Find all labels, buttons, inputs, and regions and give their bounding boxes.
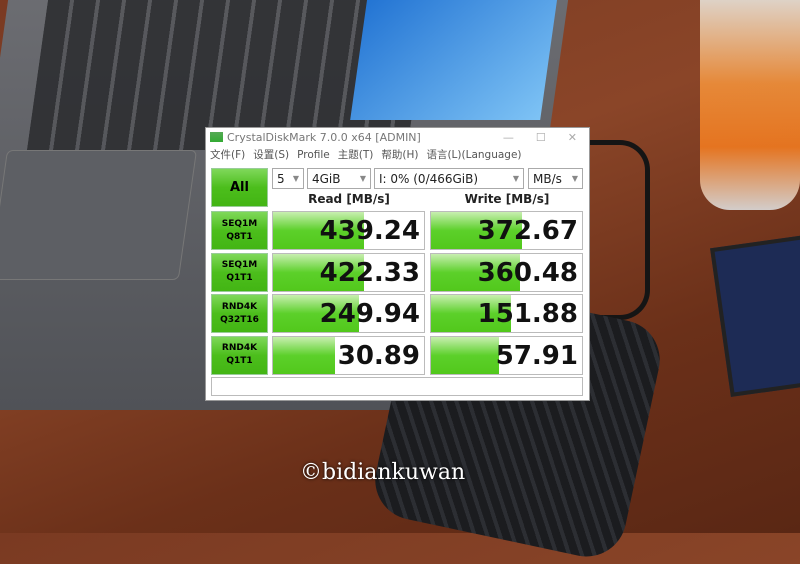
write-value: 151.88 — [477, 299, 578, 329]
menu-settings[interactable]: 设置(S) — [253, 149, 290, 161]
write-result: 360.48 — [430, 252, 583, 292]
test-params: Q1T1 — [226, 356, 253, 366]
read-bar — [273, 253, 364, 291]
write-result: 151.88 — [430, 294, 583, 333]
test-button-1[interactable]: SEQ1M Q1T1 — [211, 252, 268, 292]
write-header: Write [MB/s] — [464, 192, 550, 206]
crystaldiskmark-window: CrystalDiskMark 7.0.0 x64 [ADMIN] — ☐ ✕ 文件… — [205, 127, 590, 401]
minimize-button[interactable]: — — [502, 130, 514, 144]
test-button-2[interactable]: RND4K Q32T16 — [211, 294, 268, 333]
chevron-down-icon: ▼ — [359, 174, 366, 183]
all-button[interactable]: All — [211, 168, 268, 207]
read-bar — [273, 336, 335, 374]
write-value: 57.91 — [495, 340, 578, 371]
read-result: 30.89 — [272, 335, 425, 375]
test-name: SEQ1M — [221, 260, 258, 270]
title-bar: CrystalDiskMark 7.0.0 x64 [ADMIN] — ☐ ✕ — [206, 128, 589, 146]
read-result: 439.24 — [272, 211, 425, 250]
read-result: 422.33 — [272, 252, 425, 292]
read-bar — [273, 212, 364, 249]
close-button[interactable]: ✕ — [567, 130, 577, 144]
test-name: SEQ1M — [221, 218, 258, 229]
read-result: 249.94 — [272, 294, 425, 333]
size-select[interactable]: 4GiB ▼ — [307, 168, 371, 189]
app-icon — [210, 132, 223, 142]
read-value: 249.94 — [319, 299, 420, 329]
size-value: 4GiB — [312, 171, 341, 186]
drive-value: I: 0% (0/466GiB) — [379, 171, 479, 186]
write-bar — [431, 336, 499, 374]
chevron-down-icon: ▼ — [512, 174, 519, 183]
menu-bar: 文件(F) 设置(S) Profile 主题(T) 帮助(H) 语言(L)(La… — [206, 146, 589, 163]
test-button-0[interactable]: SEQ1M Q8T1 — [211, 211, 268, 250]
menu-language[interactable]: 语言(L)(Language) — [426, 149, 522, 161]
juice-glass — [700, 0, 800, 210]
menu-file[interactable]: 文件(F) — [210, 149, 246, 161]
read-bar — [273, 295, 360, 332]
laptop-screen — [350, 0, 560, 120]
write-bar — [431, 253, 521, 291]
write-bar — [431, 212, 522, 249]
menu-help[interactable]: 帮助(H) — [381, 149, 419, 161]
unit-value: MB/s — [533, 171, 562, 186]
chevron-down-icon: ▼ — [292, 174, 299, 183]
sata-ssd — [710, 233, 800, 397]
write-result: 372.67 — [430, 211, 583, 250]
menu-profile[interactable]: Profile — [297, 148, 330, 161]
test-params: Q1T1 — [226, 273, 253, 283]
read-value: 439.24 — [319, 216, 420, 246]
count-value: 5 — [277, 171, 285, 186]
write-result: 57.91 — [430, 335, 583, 375]
test-button-3[interactable]: RND4K Q1T1 — [211, 335, 268, 375]
write-bar — [431, 295, 512, 332]
write-value: 372.67 — [477, 216, 578, 246]
count-select[interactable]: 5 ▼ — [272, 168, 304, 189]
drive-select[interactable]: I: 0% (0/466GiB) ▼ — [374, 168, 524, 189]
test-name: RND4K — [221, 343, 258, 353]
menu-theme[interactable]: 主题(T) — [337, 149, 374, 161]
test-name: RND4K — [221, 301, 258, 312]
chevron-down-icon: ▼ — [571, 174, 578, 183]
touchpad — [0, 150, 198, 280]
window-title: CrystalDiskMark 7.0.0 x64 [ADMIN] — [227, 130, 421, 144]
read-value: 30.89 — [337, 340, 420, 371]
usb-cable — [590, 140, 650, 320]
unit-select[interactable]: MB/s ▼ — [528, 168, 583, 189]
read-value: 422.33 — [319, 257, 420, 288]
read-header: Read [MB/s] — [308, 192, 390, 206]
watermark: ©bidiankuwan — [300, 460, 466, 485]
write-value: 360.48 — [477, 257, 578, 288]
test-params: Q8T1 — [226, 231, 253, 242]
comment-field[interactable] — [211, 377, 583, 396]
test-params: Q32T16 — [220, 314, 259, 325]
maximize-button[interactable]: ☐ — [535, 130, 546, 144]
